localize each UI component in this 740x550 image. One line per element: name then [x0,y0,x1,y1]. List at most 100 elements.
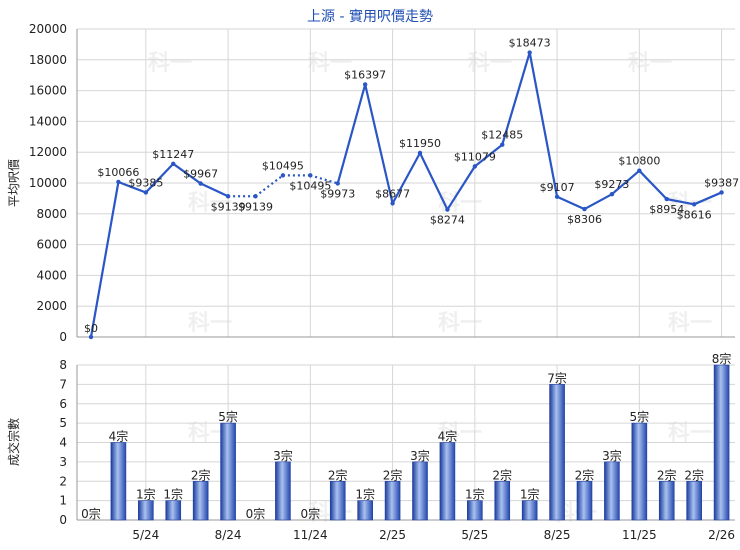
price-tick-label: 16000 [29,84,67,98]
count-data-label: 8宗 [712,351,732,366]
price-point [664,196,669,202]
count-tick-label: 1 [59,494,67,508]
watermark-text: 科一 [668,311,712,336]
price-line-segment [474,143,503,168]
count-data-label: 5宗 [218,409,238,424]
price-point [609,191,615,197]
count-bar [384,480,401,521]
count-bar [357,500,373,521]
price-data-label: $11247 [152,148,194,161]
price-data-label: $10495 [262,159,304,172]
count-bar [439,442,456,521]
chart-title: 上源 - 實用呎價走勢 [307,8,433,25]
price-point [691,202,697,207]
price-data-label: $18473 [509,37,551,50]
price-data-label: $8616 [677,208,712,221]
price-line-segment [638,169,668,200]
count-tick-label: 0 [59,513,67,527]
price-point [390,201,395,206]
count-data-label: 5宗 [630,409,650,424]
price-point [417,150,423,156]
count-bar [467,500,483,521]
count-data-label: 4宗 [438,429,458,444]
count-data-label: 0宗 [81,506,101,521]
count-data-label: 7宗 [547,370,567,385]
count-bar [494,480,511,521]
count-bar [521,500,538,521]
price-data-label: $9139 [211,200,246,213]
price-axis-label: 平均呎價 [7,159,21,207]
count-data-label: 2宗 [492,467,512,482]
count-data-label: 4宗 [109,429,129,444]
count-data-label: 0宗 [246,506,266,521]
price-data-label: $8306 [567,213,602,226]
count-data-label: 1宗 [163,487,183,502]
price-line-segment [611,169,641,196]
count-bar [329,480,346,521]
price-line-segment [501,52,531,146]
count-data-label: 1宗 [465,487,485,502]
price-tick-label: 20000 [29,22,67,36]
price-point [253,194,258,199]
price-point [527,50,532,55]
price-axis: 0 2000 4000 6000 8000 10000 12000 14000 16000 180… [29,22,735,344]
price-line-segment [391,152,421,204]
count-data-label: 2宗 [191,467,211,482]
price-tick-label: 0 [59,330,67,344]
price-line-segment [693,191,723,206]
watermark: 科一科一科一科一科一科一科一科一科一科一科一科一科一科一科一 [148,51,712,526]
count-tick-label: 6 [59,397,67,411]
price-point [582,206,587,212]
price-point [362,82,368,87]
watermark-text: 科一 [438,311,482,336]
count-data-label: 2宗 [684,467,704,482]
price-point [225,194,231,199]
price-data-label: $9973 [320,187,355,200]
x-tick-label: 2/25 [379,528,406,542]
count-bar [220,422,236,521]
count-data-label: 0宗 [301,506,321,521]
count-data-label: 1宗 [520,487,540,502]
price-line-segment [200,182,229,198]
price-line-segment [172,162,202,185]
price-data-label: $10800 [618,155,660,168]
price-data-label: $9385 [128,176,163,189]
price-tick-label: 12000 [29,145,67,159]
count-data-label: 3宗 [273,448,293,463]
count-axis-label: 成交宗數 [6,418,21,466]
price-data-label: $8954 [649,203,684,216]
count-data-label: 2宗 [383,467,403,482]
price-data-label: $0 [84,322,98,335]
count-bar [110,442,127,521]
price-line-segment [254,174,284,198]
price-tick-label: 14000 [29,114,67,128]
price-line-segment [528,52,559,197]
count-bar [138,500,154,521]
price-tick-label: 18000 [29,53,67,67]
price-point [198,181,203,186]
watermark-text: 科一 [188,311,232,336]
x-tick-label: 2/26 [708,528,735,542]
count-tick-label: 3 [59,455,67,469]
count-tick-label: 7 [59,377,67,391]
price-data-label: $10495 [289,179,331,192]
price-point [500,142,505,147]
count-series: 0宗 4宗 1宗 1宗 2宗 5宗 0宗 3宗 0宗 2宗 1宗 2宗 3宗 4宗 1宗 2宗 1宗 7宗 2宗 3宗… [81,351,731,521]
price-point [719,190,724,195]
price-series: $0 $10066$9385 $11247 $9967 $9139$9139 $10495… [84,37,739,340]
count-gridlines [77,364,735,521]
price-line-segment [583,193,613,211]
count-bar [192,480,209,521]
price-line-segment [89,181,120,338]
count-bar [549,384,565,521]
watermark-text: 科一 [308,51,352,76]
price-line-segment [446,165,476,211]
price-data-label: $16397 [344,68,386,81]
count-axis: 0 1 2 3 4 5 6 7 8 5/24 8/24 11/24 2/25 5/25 8/25 11/25 2… [59,358,735,542]
count-data-label: 2宗 [328,467,348,482]
count-tick-label: 2 [59,474,67,488]
price-line-segment [419,152,449,211]
watermark-text: 科一 [148,51,192,76]
price-point [308,173,313,178]
